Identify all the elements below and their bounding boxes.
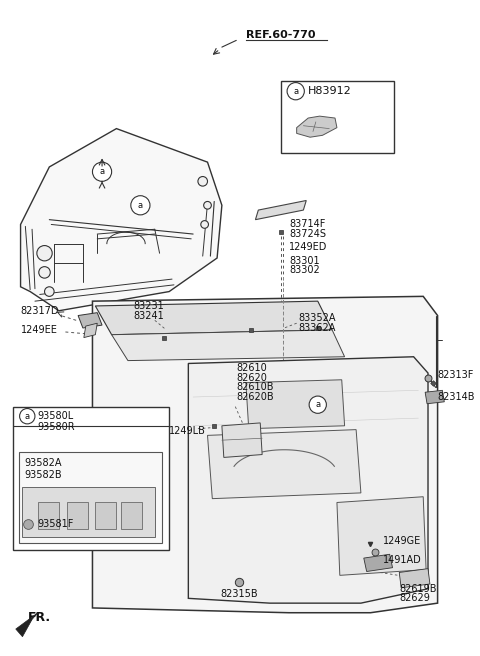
Polygon shape (78, 313, 102, 328)
Text: a: a (315, 400, 320, 409)
Text: 83362A: 83362A (299, 323, 336, 333)
Polygon shape (84, 323, 97, 338)
Text: a: a (138, 201, 143, 210)
Polygon shape (96, 301, 332, 335)
Text: 1249LB: 1249LB (169, 426, 206, 436)
Text: 83301: 83301 (289, 256, 320, 266)
Text: a: a (293, 87, 298, 96)
Polygon shape (399, 569, 430, 588)
Polygon shape (222, 423, 262, 457)
Circle shape (201, 220, 208, 228)
Text: 82317D: 82317D (21, 306, 59, 316)
Text: 83231: 83231 (134, 301, 165, 311)
Text: 82620B: 82620B (236, 392, 274, 402)
Text: 83352A: 83352A (299, 314, 336, 323)
Text: FR.: FR. (28, 611, 51, 624)
Bar (23, 487, 155, 537)
Bar (281, 81, 395, 153)
Text: 83724S: 83724S (289, 229, 326, 239)
Polygon shape (112, 330, 345, 361)
Circle shape (45, 287, 54, 297)
Text: 82619B: 82619B (399, 584, 437, 594)
Circle shape (39, 266, 50, 278)
Polygon shape (425, 390, 444, 403)
Circle shape (20, 409, 35, 424)
Polygon shape (188, 357, 428, 603)
Text: 82610B: 82610B (236, 382, 274, 392)
Text: 82629: 82629 (399, 593, 430, 604)
Bar (96, 502, 117, 529)
Text: 82314B: 82314B (438, 392, 475, 402)
Text: 1249EE: 1249EE (21, 325, 58, 335)
Circle shape (198, 176, 207, 186)
Text: 82313F: 82313F (438, 370, 474, 380)
Text: 82620: 82620 (236, 373, 267, 383)
Text: 1249ED: 1249ED (289, 241, 327, 251)
Polygon shape (93, 297, 438, 613)
Text: a: a (24, 412, 30, 420)
Text: H83912: H83912 (308, 86, 352, 96)
Bar (121, 502, 142, 529)
Polygon shape (16, 613, 38, 637)
Polygon shape (255, 201, 306, 220)
Polygon shape (21, 129, 222, 311)
Text: a: a (99, 167, 105, 176)
Polygon shape (207, 430, 361, 499)
Text: 83302: 83302 (289, 266, 320, 276)
Text: 93582B: 93582B (24, 470, 62, 480)
Text: 1249GE: 1249GE (383, 536, 421, 546)
Text: 93580R: 93580R (38, 422, 75, 432)
Bar (67, 502, 88, 529)
Bar (38, 502, 59, 529)
Bar (19, 452, 162, 543)
Text: 82610: 82610 (236, 363, 267, 373)
Circle shape (131, 195, 150, 215)
Text: 93582A: 93582A (24, 458, 62, 468)
Circle shape (287, 83, 304, 100)
Circle shape (93, 162, 112, 181)
Text: REF.60-770: REF.60-770 (246, 30, 315, 39)
Bar (13, 407, 169, 550)
Text: 83714F: 83714F (289, 220, 325, 230)
Text: 1491AD: 1491AD (383, 555, 422, 565)
Text: 82315B: 82315B (220, 588, 258, 598)
Polygon shape (297, 116, 337, 137)
Text: 93581F: 93581F (38, 519, 74, 529)
Polygon shape (246, 380, 345, 428)
Text: 83241: 83241 (134, 310, 165, 321)
Text: 93580L: 93580L (38, 411, 74, 421)
Circle shape (309, 396, 326, 413)
Circle shape (37, 245, 52, 261)
Circle shape (204, 201, 211, 209)
Polygon shape (364, 554, 393, 571)
Polygon shape (337, 497, 426, 575)
